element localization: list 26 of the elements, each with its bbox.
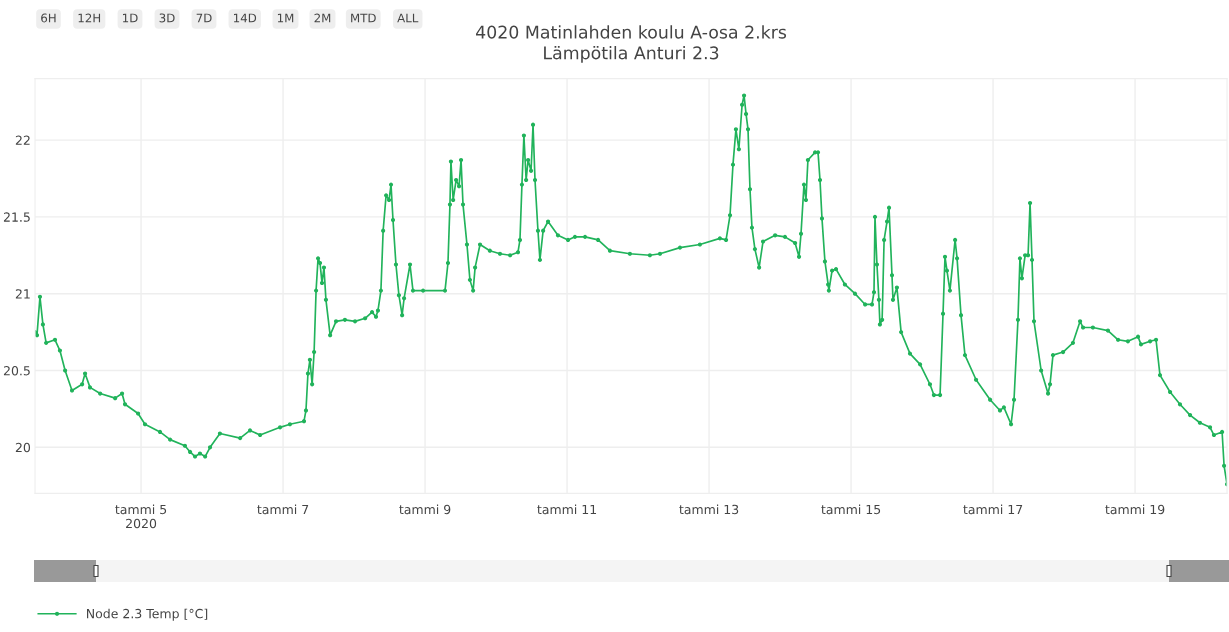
x-tick-label: tammi 13 bbox=[679, 504, 739, 515]
text: 3D bbox=[159, 13, 175, 23]
chart-subtitle: Lämpötila Anturi 2.3 bbox=[544, 45, 719, 63]
text: 2M bbox=[314, 13, 331, 23]
chart-title: 4020 Matinlahden koulu A-osa 2.krs bbox=[476, 25, 787, 39]
x-tick-label: tammi 9 bbox=[399, 504, 451, 515]
y-tick-label: 22 bbox=[15, 135, 30, 145]
text: 1M bbox=[277, 13, 294, 23]
text: 6H bbox=[41, 13, 56, 23]
text: MTD bbox=[351, 13, 376, 23]
text: 14D bbox=[233, 13, 257, 23]
text: 7D bbox=[196, 13, 212, 23]
text: 12H bbox=[78, 13, 101, 23]
y-tick-label: 20.5 bbox=[3, 365, 30, 376]
legend-label: Node 2.3 Temp [°C] bbox=[87, 608, 208, 621]
text: ALL bbox=[397, 13, 419, 23]
x-tick-label: tammi 7 bbox=[257, 504, 309, 515]
x-tick-label: tammi 17 bbox=[963, 504, 1023, 515]
x-tick-label: tammi 5 2020 bbox=[115, 504, 167, 529]
text: 1D bbox=[123, 13, 138, 23]
y-tick-label: 21.5 bbox=[3, 212, 30, 222]
x-tick-label: tammi 15 bbox=[821, 504, 881, 515]
x-tick-label: tammi 11 bbox=[537, 504, 597, 515]
x-tick-label: tammi 19 bbox=[1105, 504, 1165, 515]
y-tick-label: 21 bbox=[15, 289, 30, 299]
y-tick-label: 20 bbox=[15, 442, 31, 453]
